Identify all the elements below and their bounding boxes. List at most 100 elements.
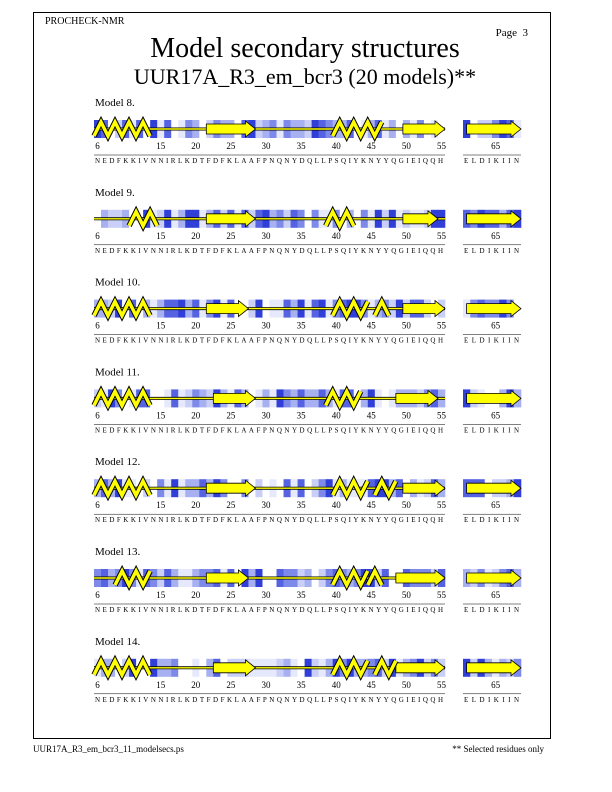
residue-tick-label: 65 [491, 410, 501, 420]
residue-tick-label: 25 [226, 410, 236, 420]
residue-tick-label: 25 [226, 231, 236, 241]
helix [331, 656, 370, 679]
model-panel: Model 11. 6 15 20 25 30 35 40 45 50 55 65 NEDFKKIVNN… [91, 366, 522, 434]
residue-tick-label: 55 [437, 231, 447, 241]
residue-tick-label: 40 [332, 410, 342, 420]
strand [466, 389, 522, 408]
subtitle: UUR17A_R3_em_bcr3 (20 models)** [134, 64, 476, 89]
helix [92, 387, 152, 410]
residue-tick-label: 15 [156, 500, 166, 510]
model-panel: Model 8. 6 15 20 25 30 35 40 45 50 55 65 NEDFKKIVNNI… [91, 97, 522, 165]
residue-tick-label: 40 [332, 500, 342, 510]
residue-tick-label: 20 [191, 231, 201, 241]
residue-tick-label: 45 [367, 231, 377, 241]
model-label: Model 9. [95, 187, 135, 199]
model-label: Model 8. [95, 97, 135, 109]
footer-note: ** Selected residues only [452, 744, 544, 754]
title: Model secondary structures [150, 33, 459, 64]
residue-tick-label: 15 [156, 590, 166, 600]
residue-tick-label: 20 [191, 141, 201, 151]
residue-tick-label: 65 [491, 590, 501, 600]
residue-tick-label: 40 [332, 231, 342, 241]
sequence: NEDFKKIVNNIRLKDTFDFKLAAFPNQNYDQLLPSQIYKN… [95, 247, 443, 255]
helix [113, 567, 152, 589]
sequence: NEDFKKIVNNIRLKDTFDFKLAAFPNQNYDQLLPSQIYKN… [95, 426, 443, 434]
strand [402, 209, 439, 228]
sequence: NEDFKKIVNNIRLKDTFDFKLAAFPNQNYDQLLPSQIYKN… [95, 337, 443, 345]
residue-tick-label: 50 [402, 590, 412, 600]
strand [212, 389, 257, 408]
model-label: Model 11. [95, 366, 140, 378]
helix [331, 118, 384, 140]
residue-tick-label: 15 [156, 410, 166, 420]
residue-tick-label: 40 [332, 321, 342, 331]
residue-tick-label: 50 [402, 231, 412, 241]
residue-tick-label: 65 [491, 141, 501, 151]
residue-tick-label: 65 [491, 231, 501, 241]
residue-tick-label: 45 [367, 141, 377, 151]
residue-tick-label: 35 [297, 321, 307, 331]
strand [205, 209, 257, 228]
residue-tick-label: 55 [437, 141, 447, 151]
sequence: NEDFKKIVNNIRLKDTFDFKLAAFPNQNYDQLLPSQIYKN… [95, 516, 443, 524]
residue-tick-label: 40 [332, 590, 342, 600]
residue-tick-label: 65 [491, 680, 501, 690]
residue-tick-label: 50 [402, 500, 412, 510]
residue-tick-label: 30 [261, 680, 271, 690]
residue-tick-label: 20 [191, 410, 201, 420]
strand [205, 120, 257, 138]
strand [205, 569, 250, 587]
strand [205, 479, 257, 498]
strand [395, 389, 439, 408]
strand [466, 479, 522, 498]
strand [466, 299, 522, 318]
residue-tick-label: 40 [332, 141, 342, 151]
residue-tick-label: 50 [402, 680, 412, 690]
residue-tick-label: 6 [95, 410, 100, 420]
model-panel: Model 10. 6 15 20 25 30 35 40 45 50 55 65 NEDFKKIVNN… [91, 277, 522, 345]
residue-tick-label: 30 [261, 410, 271, 420]
strand [402, 299, 446, 318]
strand [466, 658, 522, 677]
helix [373, 477, 398, 500]
program-label: PROCHECK-NMR [45, 16, 125, 27]
residue-tick-label: 30 [261, 500, 271, 510]
residue-tick-label: 45 [367, 410, 377, 420]
model-label: Model 14. [95, 636, 140, 648]
strand [466, 569, 522, 587]
sequence: ELDIKIIN [464, 516, 519, 524]
helix [366, 567, 384, 586]
residue-tick-label: 6 [95, 590, 100, 600]
helix [331, 297, 370, 320]
residue-tick-label: 25 [226, 590, 236, 600]
residue-tick-label: 6 [95, 141, 100, 151]
helix [92, 656, 152, 679]
page-border [33, 12, 551, 739]
strand [395, 658, 446, 677]
residue-tick-label: 65 [491, 500, 501, 510]
residue-tick-label: 20 [191, 590, 201, 600]
residue-tick-label: 50 [402, 321, 412, 331]
residue-tick-label: 45 [367, 500, 377, 510]
footer-file: UUR17A_R3_em_bcr3_11_modelsecs.ps [33, 744, 184, 754]
residue-tick-label: 6 [95, 321, 100, 331]
helix [324, 207, 356, 230]
strand [466, 120, 522, 138]
residue-tick-label: 35 [297, 410, 307, 420]
residue-tick-label: 30 [261, 141, 271, 151]
sequence: ELDIKIIN [464, 337, 519, 345]
residue-tick-label: 15 [156, 141, 166, 151]
residue-tick-label: 6 [95, 231, 100, 241]
residue-tick-label: 25 [226, 141, 236, 151]
model-panel: Model 12. 6 15 20 25 30 35 40 45 50 55 65 NEDFKKIVNN… [91, 456, 522, 524]
residue-tick-label: 55 [437, 321, 447, 331]
residue-tick-label: 35 [297, 231, 307, 241]
residue-tick-label: 15 [156, 680, 166, 690]
residue-tick-label: 6 [95, 500, 100, 510]
model-panel: Model 14. 6 15 20 25 30 35 40 45 50 55 65 NEDFKKIVNN… [91, 636, 522, 704]
residue-tick-label: 45 [367, 321, 377, 331]
strand [402, 120, 446, 138]
sequence: NEDFKKIVNNIRLKDTFDFKLAAFPNQNYDQLLPSQIYKN… [95, 606, 443, 614]
model-panel: Model 13. 6 15 20 25 30 35 40 45 50 55 65 NEDFKKIVNN… [94, 546, 522, 614]
sequence: NEDFKKIVNNIRLKDTFDFKLAAFPNQNYDQLLPSQIYKN… [95, 157, 443, 165]
